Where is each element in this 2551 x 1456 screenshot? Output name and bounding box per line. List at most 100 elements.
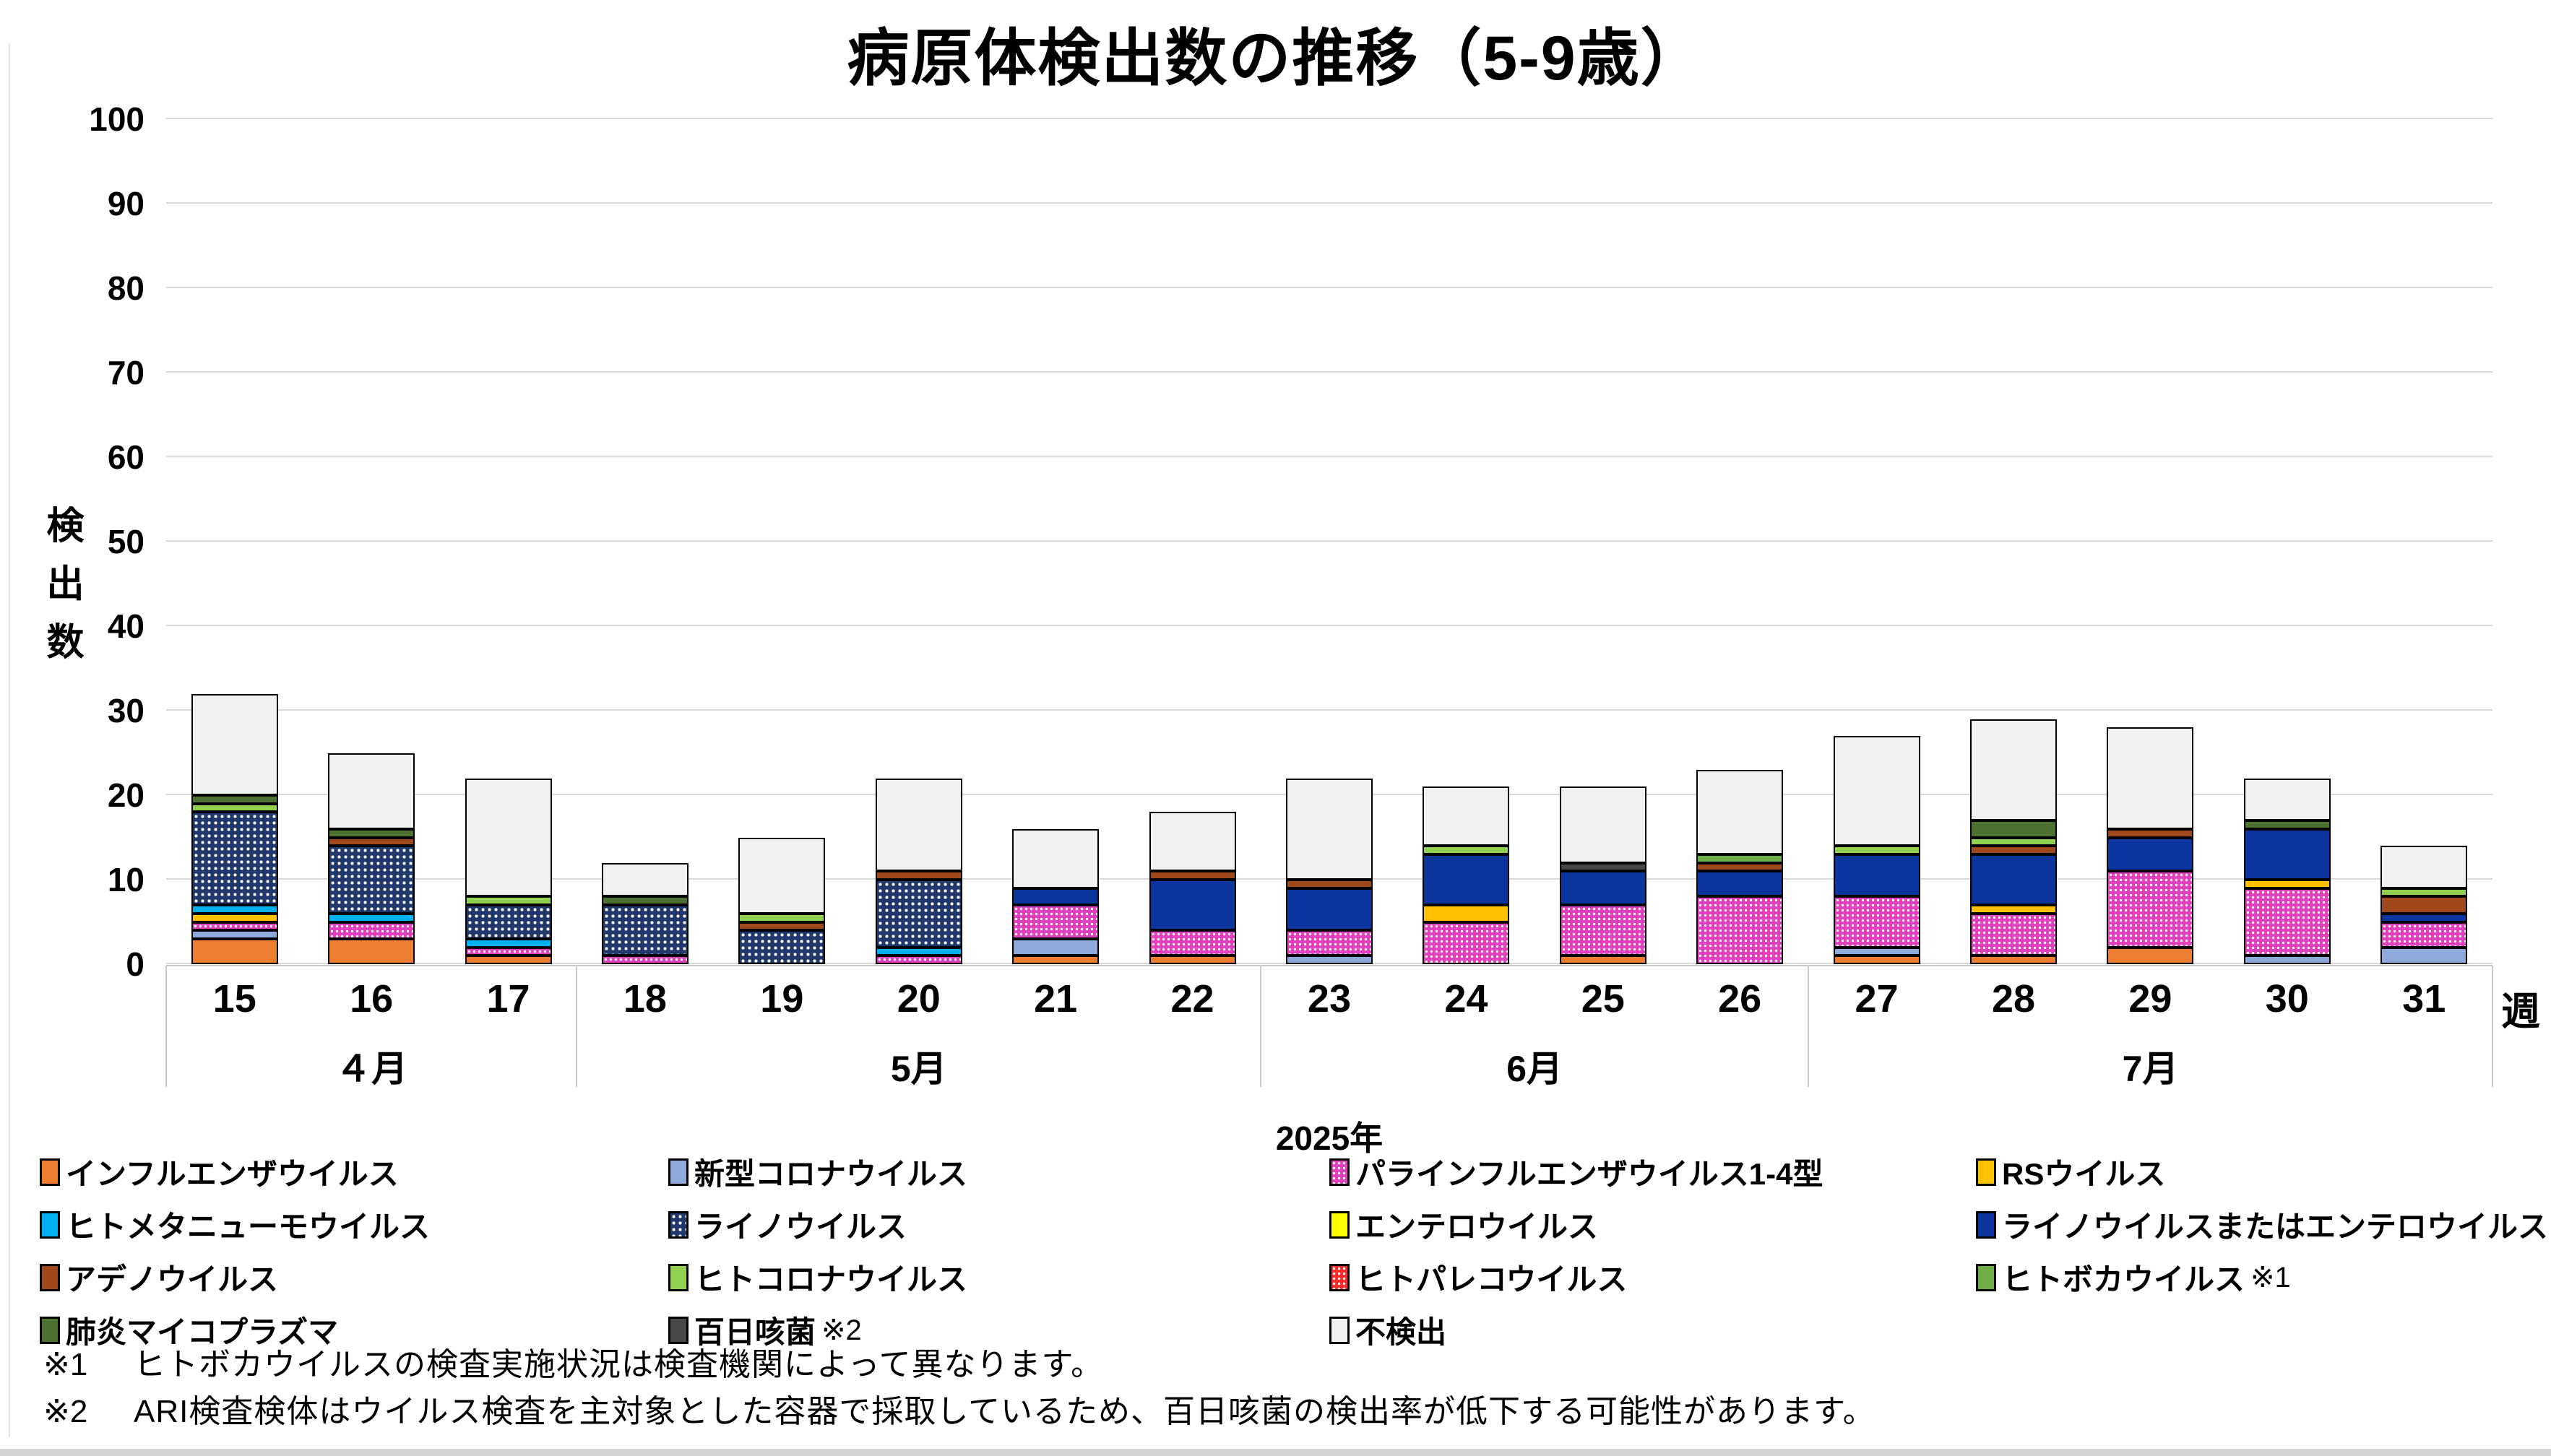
stacked-bar-week-21[interactable] <box>1012 828 1100 964</box>
bar-segment-hcov[interactable] <box>1423 846 1510 854</box>
bar-segment-bocavirus[interactable] <box>1696 854 1784 863</box>
stacked-bar-week-30[interactable] <box>2243 778 2331 964</box>
bar-segment-adenovirus[interactable] <box>328 837 415 846</box>
bar-segment-sars_cov_2[interactable] <box>2380 947 2468 964</box>
bar-segment-parainfluenza[interactable] <box>1285 930 1373 956</box>
bar-segment-hcov[interactable] <box>1833 846 1920 854</box>
bar-segment-not_detected[interactable] <box>1559 786 1646 863</box>
bar-segment-adenovirus[interactable] <box>738 922 826 931</box>
bar-segment-pertussis[interactable] <box>1559 862 1646 872</box>
bar-segment-rhinovirus[interactable] <box>465 905 552 939</box>
bar-segment-rhinovirus[interactable] <box>738 930 826 964</box>
bar-segment-mycoplasma[interactable] <box>2243 820 2331 829</box>
bar-segment-mycoplasma[interactable] <box>1969 820 2057 838</box>
bar-segment-not_detected[interactable] <box>601 862 689 897</box>
bar-segment-rhino_or_entero[interactable] <box>1285 888 1373 931</box>
stacked-bar-week-22[interactable] <box>1149 812 1236 964</box>
bar-segment-not_detected[interactable] <box>1149 812 1236 872</box>
stacked-bar-week-23[interactable] <box>1285 778 1373 964</box>
bar-segment-hmpv[interactable] <box>465 938 552 948</box>
bar-segment-parainfluenza[interactable] <box>2380 922 2468 948</box>
bar-segment-hcov[interactable] <box>465 896 552 906</box>
bar-segment-not_detected[interactable] <box>1969 719 2057 821</box>
bar-segment-adenovirus[interactable] <box>2380 896 2468 914</box>
stacked-bar-week-18[interactable] <box>601 862 689 964</box>
bar-segment-not_detected[interactable] <box>2243 778 2331 821</box>
bar-segment-influenza[interactable] <box>1559 956 1646 964</box>
bar-segment-sars_cov_2[interactable] <box>2243 956 2331 964</box>
legend-item-rhino_or_entero[interactable]: ライノウイルスまたはエンテロウイルス <box>1976 1202 2548 1247</box>
bar-segment-rhino_or_entero[interactable] <box>1696 871 1784 897</box>
bar-segment-not_detected[interactable] <box>738 837 826 914</box>
bar-segment-hcov[interactable] <box>1969 837 2057 846</box>
bar-segment-not_detected[interactable] <box>2107 727 2194 829</box>
bar-segment-parainfluenza[interactable] <box>1833 896 1920 948</box>
bar-segment-rhinovirus[interactable] <box>328 846 415 914</box>
stacked-bar-week-27[interactable] <box>1833 736 1920 964</box>
bar-segment-adenovirus[interactable] <box>1149 871 1236 880</box>
bar-segment-rhinovirus[interactable] <box>191 812 278 906</box>
bar-segment-adenovirus[interactable] <box>1969 846 2057 854</box>
legend-item-parechovirus[interactable]: ヒトパレコウイルス <box>1329 1255 1976 1299</box>
bar-segment-not_detected[interactable] <box>1012 828 1100 888</box>
bar-segment-rhino_or_entero[interactable] <box>1149 880 1236 931</box>
bar-segment-rsv[interactable] <box>1423 905 1510 922</box>
stacked-bar-week-24[interactable] <box>1423 786 1510 964</box>
bar-segment-hcov[interactable] <box>191 803 278 812</box>
bar-segment-not_detected[interactable] <box>875 778 962 872</box>
legend-item-enterovirus[interactable]: エンテロウイルス <box>1329 1202 1976 1247</box>
bar-segment-parainfluenza[interactable] <box>875 956 962 964</box>
legend-item-hcov[interactable]: ヒトコロナウイルス <box>668 1255 1329 1299</box>
legend-item-rhinovirus[interactable]: ライノウイルス <box>668 1202 1329 1247</box>
bar-segment-mycoplasma[interactable] <box>328 828 415 838</box>
bar-segment-not_detected[interactable] <box>465 778 552 897</box>
bar-segment-not_detected[interactable] <box>1423 786 1510 846</box>
bar-segment-rhinovirus[interactable] <box>601 905 689 956</box>
bar-segment-sars_cov_2[interactable] <box>1285 956 1373 964</box>
bar-segment-parainfluenza[interactable] <box>1423 922 1510 964</box>
bar-segment-parainfluenza[interactable] <box>2243 888 2331 956</box>
bar-segment-parainfluenza[interactable] <box>328 922 415 939</box>
bar-segment-not_detected[interactable] <box>1285 778 1373 880</box>
bar-segment-not_detected[interactable] <box>1696 769 1784 854</box>
legend-item-parainfluenza[interactable]: パラインフルエンザウイルス1-4型 <box>1329 1150 1976 1194</box>
legend-item-not_detected[interactable]: 不検出 <box>1329 1308 1976 1352</box>
bar-segment-parainfluenza[interactable] <box>601 956 689 964</box>
bar-segment-influenza[interactable] <box>1969 956 2057 964</box>
bar-segment-hmpv[interactable] <box>875 947 962 956</box>
legend-item-pertussis[interactable]: 百日咳菌 ※2 <box>668 1308 1329 1352</box>
bar-segment-sars_cov_2[interactable] <box>1012 938 1100 956</box>
bar-segment-rhino_or_entero[interactable] <box>1012 888 1100 906</box>
bar-segment-adenovirus[interactable] <box>2107 828 2194 838</box>
stacked-bar-week-19[interactable] <box>738 837 826 964</box>
legend-item-hmpv[interactable]: ヒトメタニューモウイルス <box>40 1202 668 1247</box>
bar-segment-mycoplasma[interactable] <box>191 795 278 804</box>
bar-segment-rsv[interactable] <box>2243 880 2331 888</box>
legend-item-rsv[interactable]: RSウイルス <box>1976 1150 2548 1194</box>
bar-segment-parainfluenza[interactable] <box>1696 896 1784 964</box>
stacked-bar-week-17[interactable] <box>465 778 552 964</box>
bar-segment-parainfluenza[interactable] <box>1969 913 2057 956</box>
bar-segment-rhino_or_entero[interactable] <box>1559 871 1646 906</box>
bar-segment-rhino_or_entero[interactable] <box>1833 854 1920 897</box>
bar-segment-influenza[interactable] <box>465 956 552 964</box>
bar-segment-sars_cov_2[interactable] <box>1833 947 1920 956</box>
legend-item-sars_cov_2[interactable]: 新型コロナウイルス <box>668 1150 1329 1194</box>
stacked-bar-week-20[interactable] <box>875 778 962 964</box>
bar-segment-rhino_or_entero[interactable] <box>2380 913 2468 922</box>
bar-segment-not_detected[interactable] <box>1833 736 1920 846</box>
legend-item-mycoplasma[interactable]: 肺炎マイコプラズマ <box>40 1308 668 1352</box>
stacked-bar-week-16[interactable] <box>328 753 415 964</box>
bar-segment-hmpv[interactable] <box>328 913 415 922</box>
bar-segment-rhino_or_entero[interactable] <box>1969 854 2057 906</box>
bar-segment-not_detected[interactable] <box>328 753 415 829</box>
bar-segment-influenza[interactable] <box>1149 956 1236 964</box>
bar-segment-influenza[interactable] <box>2107 947 2194 964</box>
bar-segment-parainfluenza[interactable] <box>1559 905 1646 956</box>
bar-segment-mycoplasma[interactable] <box>601 896 689 906</box>
bar-segment-parainfluenza[interactable] <box>2107 871 2194 948</box>
stacked-bar-week-25[interactable] <box>1559 786 1646 964</box>
bar-segment-influenza[interactable] <box>328 938 415 964</box>
bar-segment-rhino_or_entero[interactable] <box>1423 854 1510 906</box>
bar-segment-rsv[interactable] <box>1969 905 2057 914</box>
